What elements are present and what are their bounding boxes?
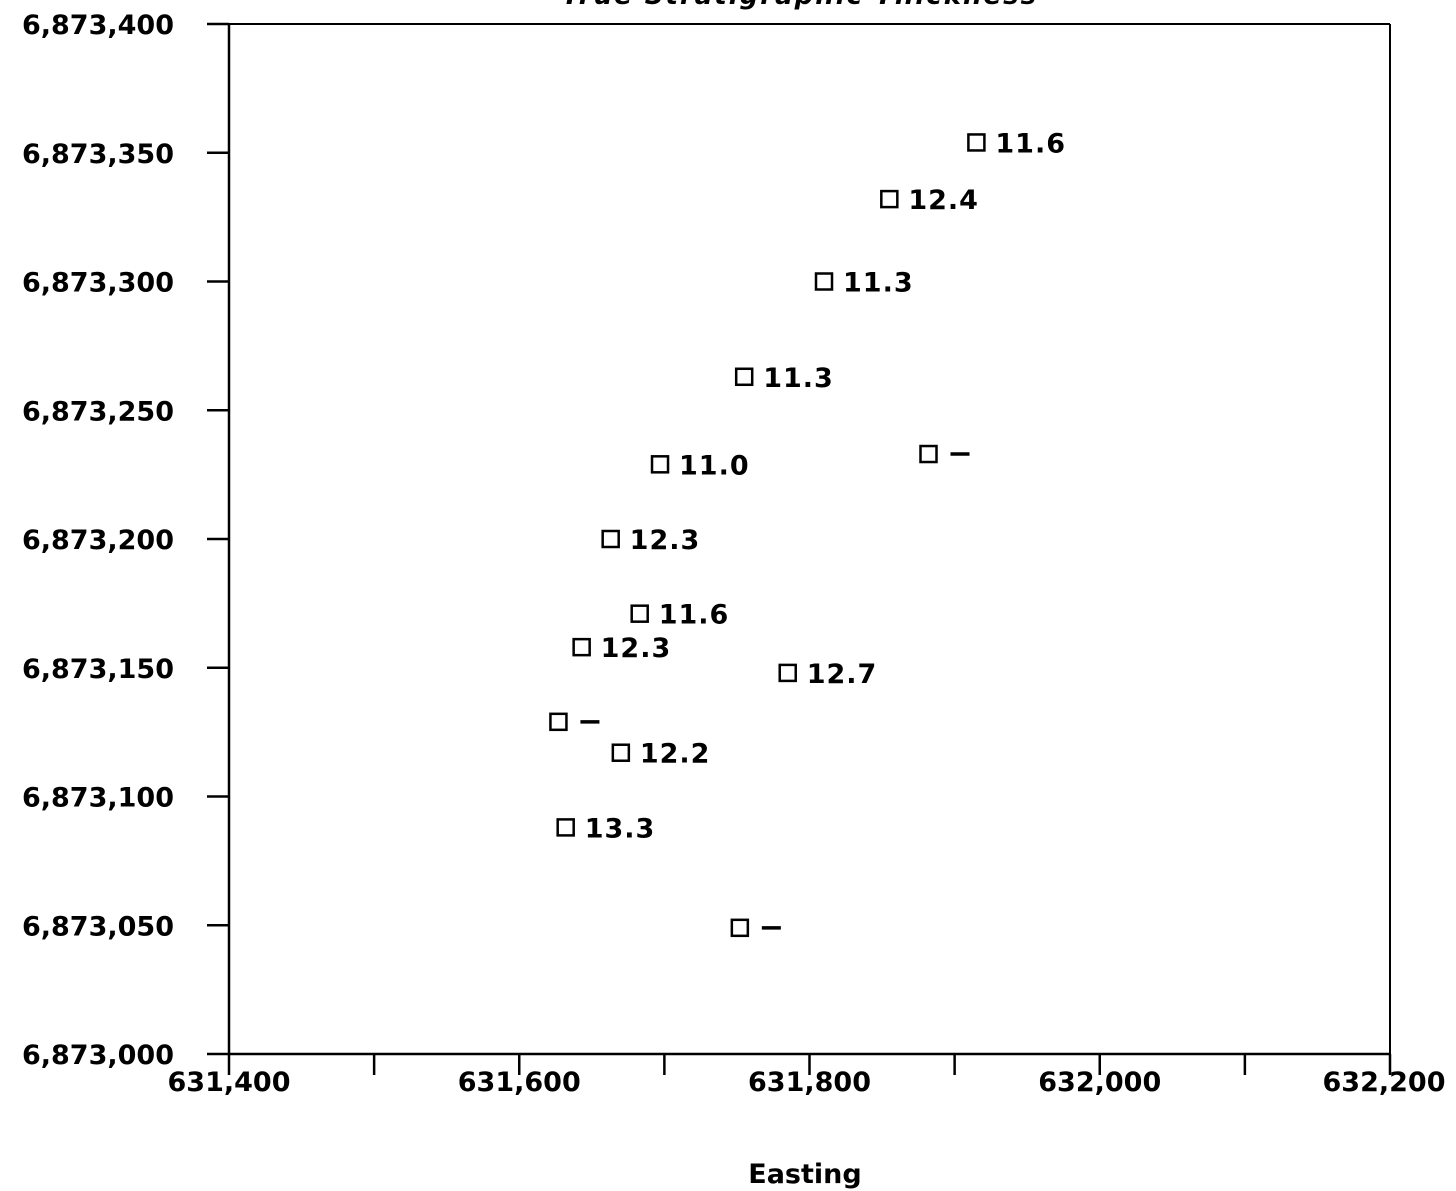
data-point-marker: [919, 444, 938, 464]
data-point-label: 12.3: [601, 633, 672, 664]
y-tick-label: 6,873,100: [22, 783, 174, 814]
data-point-label: 12.3: [630, 525, 701, 556]
data-point-label: 13.3: [585, 813, 656, 844]
x-tick-label: 632,000: [1038, 1067, 1161, 1098]
data-point-marker: [556, 818, 575, 837]
data-point-marker: [967, 133, 986, 152]
data-point-marker: [601, 529, 620, 549]
data-point-marker: [549, 712, 568, 732]
data-point-marker: [880, 189, 899, 209]
y-tick-label: 6,873,050: [22, 911, 174, 942]
data-point-marker: [572, 637, 591, 657]
y-tick-label: 6,873,200: [22, 525, 174, 556]
data-point-marker: [630, 604, 649, 623]
data-point-marker: [611, 743, 631, 762]
plot-frame: [227, 23, 1391, 1056]
data-point-label: 11.3: [843, 268, 914, 299]
data-point-label: 11.3: [763, 363, 834, 394]
x-axis-title: Easting: [748, 1159, 861, 1190]
data-point-label: 11.6: [995, 128, 1066, 159]
data-point-marker: [814, 272, 834, 291]
data-points: 11.612.411.311.311.012.311.612.312.712.2…: [549, 128, 1066, 938]
x-axis-ticks: 631,400 631,600 631,800 632,000 632,200: [168, 1054, 1446, 1098]
y-tick-label: 6,873,400: [22, 10, 174, 41]
x-tick-label: 631,600: [458, 1067, 581, 1098]
x-tick-label: 631,800: [748, 1067, 871, 1098]
y-tick-label: 6,873,250: [22, 396, 174, 427]
data-point-marker: [730, 918, 750, 938]
y-tick-label: 6,873,350: [22, 139, 174, 170]
data-point-label: 11.0: [679, 450, 750, 481]
data-point-marker: [778, 663, 797, 683]
data-point-label: 11.6: [659, 600, 730, 631]
y-axis-ticks: 6,873,000 6,873,050 6,873,100 6,873,150 6,87…: [22, 10, 229, 1071]
y-tick-label: 6,873,300: [22, 268, 174, 299]
x-tick-label: 632,200: [1323, 1067, 1446, 1098]
x-tick-label: 631,400: [168, 1067, 291, 1098]
data-point-label: 12.2: [640, 739, 711, 770]
data-point-marker: [734, 367, 754, 387]
y-tick-label: 6,873,150: [22, 654, 174, 685]
data-point-marker: [650, 455, 670, 474]
chart-title: True Stratigraphic Thickness: [562, 0, 1038, 11]
y-tick-label: 6,873,000: [22, 1040, 174, 1071]
data-point-label: 12.7: [807, 659, 878, 690]
data-point-label: 12.4: [908, 185, 979, 216]
